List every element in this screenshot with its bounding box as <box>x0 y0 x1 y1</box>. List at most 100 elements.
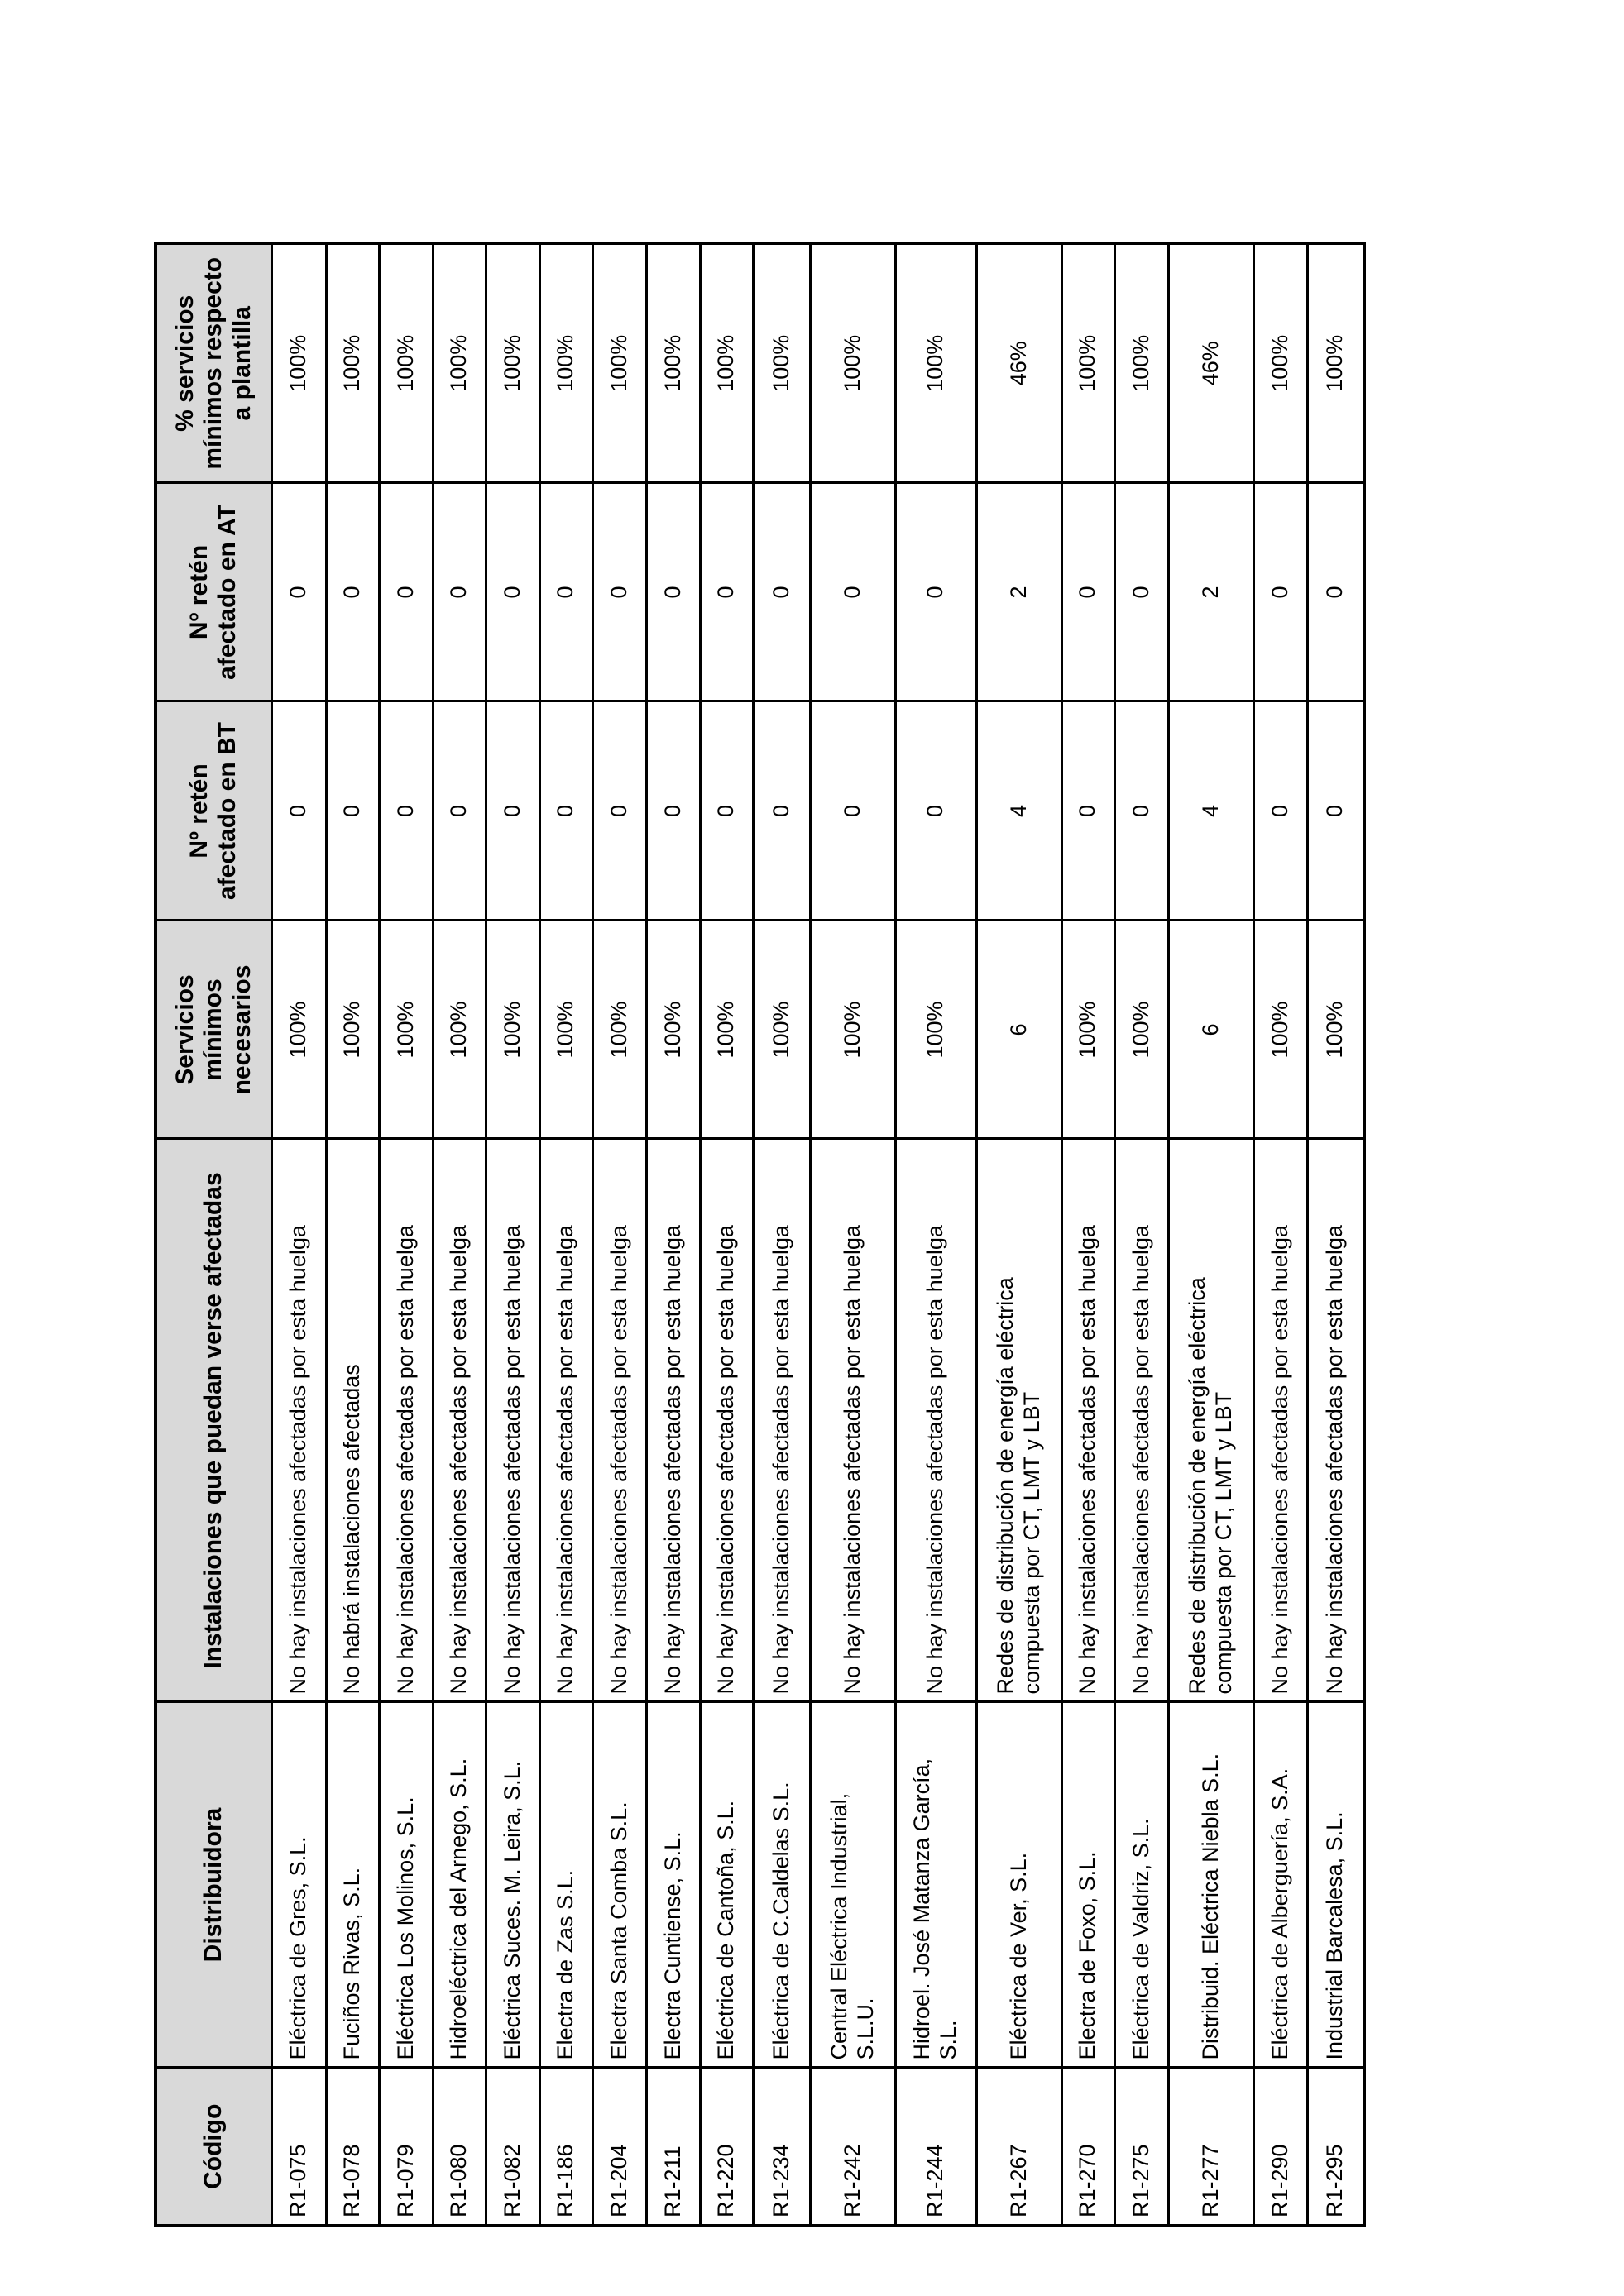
cell-instalaciones: No hay instalaciones afectadas por esta … <box>379 1139 433 1702</box>
cell-distribuidora: Eléctrica de C.Caldelas S.L. <box>753 1702 810 2068</box>
cell-reten_bt: 0 <box>700 701 753 921</box>
cell-instalaciones: No habrá instalaciones afectadas <box>326 1139 379 1702</box>
cell-reten_bt: 0 <box>1307 701 1364 921</box>
table-row: R1-267 Eléctrica de Ver, S.L. Redes de dis… <box>976 243 1061 2226</box>
cell-servicios_minimos: 100% <box>539 921 592 1139</box>
cell-reten_bt: 0 <box>379 701 433 921</box>
column-header-servicios_minimos: Servicios mínimos necesarios <box>156 921 271 1139</box>
cell-codigo: R1-079 <box>379 2068 433 2226</box>
cell-reten_at: 0 <box>895 483 976 701</box>
column-header-reten_at: Nº retén afectado en AT <box>156 483 271 701</box>
table-row: R1-082 Eléctrica Suces. M. Leira, S.L. No … <box>486 243 539 2226</box>
cell-distribuidora: Eléctrica Suces. M. Leira, S.L. <box>486 1702 539 2068</box>
cell-instalaciones: No hay instalaciones afectadas por esta … <box>1307 1139 1364 1702</box>
cell-pct_plantilla: 100% <box>1061 243 1114 483</box>
cell-pct_plantilla: 100% <box>1114 243 1168 483</box>
cell-codigo: R1-211 <box>646 2068 700 2226</box>
cell-pct_plantilla: 100% <box>810 243 895 483</box>
cell-distribuidora: Electra Cuntiense, S.L. <box>646 1702 700 2068</box>
table-row: R1-078 Fuciños Rivas, S.L. No habrá instal… <box>326 243 379 2226</box>
cell-instalaciones: No hay instalaciones afectadas por esta … <box>700 1139 753 1702</box>
cell-instalaciones: No hay instalaciones afectadas por esta … <box>433 1139 486 1702</box>
cell-servicios_minimos: 100% <box>1114 921 1168 1139</box>
table-row: R1-270 Electra de Foxo, S.L. No hay instal… <box>1061 243 1114 2226</box>
cell-instalaciones: No hay instalaciones afectadas por esta … <box>271 1139 326 1702</box>
cell-pct_plantilla: 100% <box>433 243 486 483</box>
cell-distribuidora: Eléctrica de Gres, S.L. <box>271 1702 326 2068</box>
cell-distribuidora: Hidroeléctrica del Arnego, S.L. <box>433 1702 486 2068</box>
table-row: R1-211 Electra Cuntiense, S.L. No hay inst… <box>646 243 700 2226</box>
cell-reten_bt: 0 <box>1114 701 1168 921</box>
cell-distribuidora: Electra de Foxo, S.L. <box>1061 1702 1114 2068</box>
cell-distribuidora: Hidroel. José Matanza García, S.L. <box>895 1702 976 2068</box>
cell-reten_bt: 4 <box>1168 701 1253 921</box>
cell-reten_at: 0 <box>1114 483 1168 701</box>
cell-codigo: R1-080 <box>433 2068 486 2226</box>
cell-instalaciones: No hay instalaciones afectadas por esta … <box>486 1139 539 1702</box>
cell-pct_plantilla: 100% <box>646 243 700 483</box>
cell-servicios_minimos: 100% <box>486 921 539 1139</box>
cell-reten_bt: 0 <box>539 701 592 921</box>
cell-pct_plantilla: 100% <box>700 243 753 483</box>
cell-servicios_minimos: 6 <box>1168 921 1253 1139</box>
cell-codigo: R1-290 <box>1253 2068 1307 2226</box>
cell-pct_plantilla: 46% <box>976 243 1061 483</box>
cell-servicios_minimos: 100% <box>1061 921 1114 1139</box>
cell-pct_plantilla: 100% <box>753 243 810 483</box>
cell-reten_at: 0 <box>646 483 700 701</box>
cell-distribuidora: Electra de Zas S.L. <box>539 1702 592 2068</box>
cell-instalaciones: No hay instalaciones afectadas por esta … <box>753 1139 810 1702</box>
cell-reten_at: 2 <box>976 483 1061 701</box>
cell-servicios_minimos: 100% <box>895 921 976 1139</box>
cell-codigo: R1-220 <box>700 2068 753 2226</box>
column-header-codigo: Código <box>156 2068 271 2226</box>
table-row: R1-186 Electra de Zas S.L. No hay instalac… <box>539 243 592 2226</box>
cell-distribuidora: Electra Santa Comba S.L. <box>592 1702 646 2068</box>
cell-reten_bt: 0 <box>433 701 486 921</box>
cell-servicios_minimos: 100% <box>753 921 810 1139</box>
cell-distribuidora: Eléctrica de Ver, S.L. <box>976 1702 1061 2068</box>
cell-distribuidora: Eléctrica de Cantoña, S.L. <box>700 1702 753 2068</box>
table-row: R1-275 Eléctrica de Valdriz, S.L. No hay i… <box>1114 243 1168 2226</box>
cell-distribuidora: Industrial Barcalesa, S.L. <box>1307 1702 1364 2068</box>
cell-codigo: R1-234 <box>753 2068 810 2226</box>
cell-instalaciones: No hay instalaciones afectadas por esta … <box>646 1139 700 1702</box>
cell-reten_at: 0 <box>326 483 379 701</box>
cell-codigo: R1-267 <box>976 2068 1061 2226</box>
cell-servicios_minimos: 100% <box>646 921 700 1139</box>
cell-pct_plantilla: 100% <box>1253 243 1307 483</box>
cell-reten_bt: 0 <box>486 701 539 921</box>
cell-codigo: R1-275 <box>1114 2068 1168 2226</box>
cell-reten_bt: 0 <box>592 701 646 921</box>
table-row: R1-075 Eléctrica de Gres, S.L. No hay inst… <box>271 243 326 2226</box>
cell-reten_bt: 0 <box>753 701 810 921</box>
cell-reten_bt: 0 <box>895 701 976 921</box>
header-row: Código Distribuidora Instalaciones que pue… <box>156 243 271 2226</box>
cell-servicios_minimos: 100% <box>810 921 895 1139</box>
cell-servicios_minimos: 100% <box>1307 921 1364 1139</box>
cell-instalaciones: No hay instalaciones afectadas por esta … <box>1253 1139 1307 1702</box>
rotated-table-container: Código Distribuidora Instalaciones que pue… <box>154 242 1366 2227</box>
cell-reten_bt: 0 <box>646 701 700 921</box>
cell-pct_plantilla: 100% <box>486 243 539 483</box>
table-row: R1-290 Eléctrica de Alberguería, S.A. No h… <box>1253 243 1307 2226</box>
cell-instalaciones: No hay instalaciones afectadas por esta … <box>895 1139 976 1702</box>
table-row: R1-234 Eléctrica de C.Caldelas S.L. No hay… <box>753 243 810 2226</box>
cell-reten_at: 0 <box>1061 483 1114 701</box>
cell-codigo: R1-078 <box>326 2068 379 2226</box>
column-header-distribuidora: Distribuidora <box>156 1702 271 2068</box>
cell-reten_bt: 0 <box>810 701 895 921</box>
table-row: R1-204 Electra Santa Comba S.L. No hay ins… <box>592 243 646 2226</box>
cell-codigo: R1-186 <box>539 2068 592 2226</box>
cell-distribuidora: Eléctrica de Valdriz, S.L. <box>1114 1702 1168 2068</box>
cell-servicios_minimos: 100% <box>1253 921 1307 1139</box>
cell-pct_plantilla: 100% <box>539 243 592 483</box>
cell-reten_at: 0 <box>486 483 539 701</box>
cell-distribuidora: Distribuid. Eléctrica Niebla S.L. <box>1168 1702 1253 2068</box>
cell-reten_bt: 0 <box>271 701 326 921</box>
cell-codigo: R1-075 <box>271 2068 326 2226</box>
cell-codigo: R1-270 <box>1061 2068 1114 2226</box>
cell-servicios_minimos: 6 <box>976 921 1061 1139</box>
cell-codigo: R1-082 <box>486 2068 539 2226</box>
